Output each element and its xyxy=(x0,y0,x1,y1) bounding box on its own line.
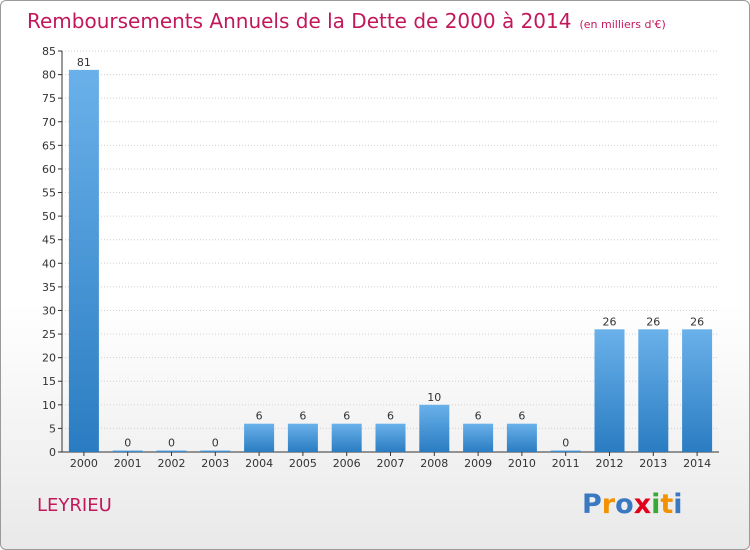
y-tick-label: 10 xyxy=(42,399,56,412)
y-tick-label: 70 xyxy=(42,116,56,129)
y-tick-label: 40 xyxy=(42,257,56,270)
y-tick-label: 30 xyxy=(42,304,56,317)
bar-2014 xyxy=(682,329,713,452)
data-label: 26 xyxy=(603,315,617,328)
x-tick-label: 2008 xyxy=(420,457,448,470)
logo-letter: x xyxy=(633,489,652,520)
logo-letter: o xyxy=(615,489,634,520)
x-tick-label: 2001 xyxy=(114,457,142,470)
bar-2012 xyxy=(594,329,625,452)
x-tick-label: 2000 xyxy=(70,457,98,470)
data-label: 0 xyxy=(212,437,219,450)
x-tick-label: 2012 xyxy=(596,457,624,470)
y-tick-label: 55 xyxy=(42,187,56,200)
bar-2001 xyxy=(112,450,143,452)
data-label: 81 xyxy=(77,56,91,69)
bar-2008 xyxy=(419,404,450,452)
logo-letter: i xyxy=(651,489,661,520)
data-label: 0 xyxy=(168,437,175,450)
bar-2013 xyxy=(638,329,669,452)
y-tick-label: 65 xyxy=(42,139,56,152)
x-tick-label: 2006 xyxy=(333,457,361,470)
data-label: 0 xyxy=(124,437,131,450)
x-tick-label: 2009 xyxy=(464,457,492,470)
y-tick-label: 85 xyxy=(42,45,56,58)
logo-letter: i xyxy=(673,489,683,520)
y-tick-label: 20 xyxy=(42,352,56,365)
bar-2000 xyxy=(68,69,99,452)
data-label: 6 xyxy=(256,410,263,423)
y-tick-label: 80 xyxy=(42,69,56,82)
y-tick-label: 60 xyxy=(42,163,56,176)
x-tick-label: 2010 xyxy=(508,457,536,470)
data-label: 6 xyxy=(299,410,306,423)
bar-2004 xyxy=(244,423,275,452)
y-tick-label: 5 xyxy=(49,422,56,435)
data-label: 6 xyxy=(475,410,482,423)
bar-chart: 0510152025303540455055606570758085812000… xyxy=(42,45,719,470)
y-tick-label: 75 xyxy=(42,92,56,105)
proxiti-logo: Proxiti xyxy=(582,489,683,520)
x-tick-label: 2004 xyxy=(245,457,273,470)
y-tick-label: 45 xyxy=(42,234,56,247)
bar-2010 xyxy=(506,423,537,452)
bar-2003 xyxy=(200,450,231,452)
x-tick-label: 2011 xyxy=(552,457,580,470)
y-tick-label: 15 xyxy=(42,375,56,388)
chart-title: Remboursements Annuels de la Dette de 20… xyxy=(27,9,666,33)
logo-letter: P xyxy=(582,489,602,520)
y-tick-label: 25 xyxy=(42,328,56,341)
x-tick-label: 2007 xyxy=(377,457,405,470)
bar-2002 xyxy=(156,450,187,452)
x-tick-label: 2014 xyxy=(683,457,711,470)
data-label: 6 xyxy=(387,410,394,423)
bar-2007 xyxy=(375,423,406,452)
data-label: 26 xyxy=(690,315,704,328)
x-tick-label: 2002 xyxy=(158,457,186,470)
bar-2005 xyxy=(287,423,318,452)
commune-name: LEYRIEU xyxy=(37,495,112,516)
logo-letter: r xyxy=(601,489,616,520)
chart-subtitle: (en milliers d'€) xyxy=(579,18,666,31)
data-label: 26 xyxy=(646,315,660,328)
y-tick-label: 0 xyxy=(49,446,56,459)
x-tick-label: 2005 xyxy=(289,457,317,470)
bar-2009 xyxy=(463,423,494,452)
bar-2011 xyxy=(550,450,581,452)
y-tick-label: 50 xyxy=(42,210,56,223)
y-tick-label: 35 xyxy=(42,281,56,294)
data-label: 6 xyxy=(518,410,525,423)
bar-2006 xyxy=(331,423,362,452)
chart-title-text: Remboursements Annuels de la Dette de 20… xyxy=(27,9,572,33)
x-tick-label: 2003 xyxy=(201,457,229,470)
x-tick-label: 2013 xyxy=(639,457,667,470)
data-label: 10 xyxy=(427,391,441,404)
data-label: 0 xyxy=(562,437,569,450)
logo-letter: t xyxy=(660,489,674,520)
data-label: 6 xyxy=(343,410,350,423)
